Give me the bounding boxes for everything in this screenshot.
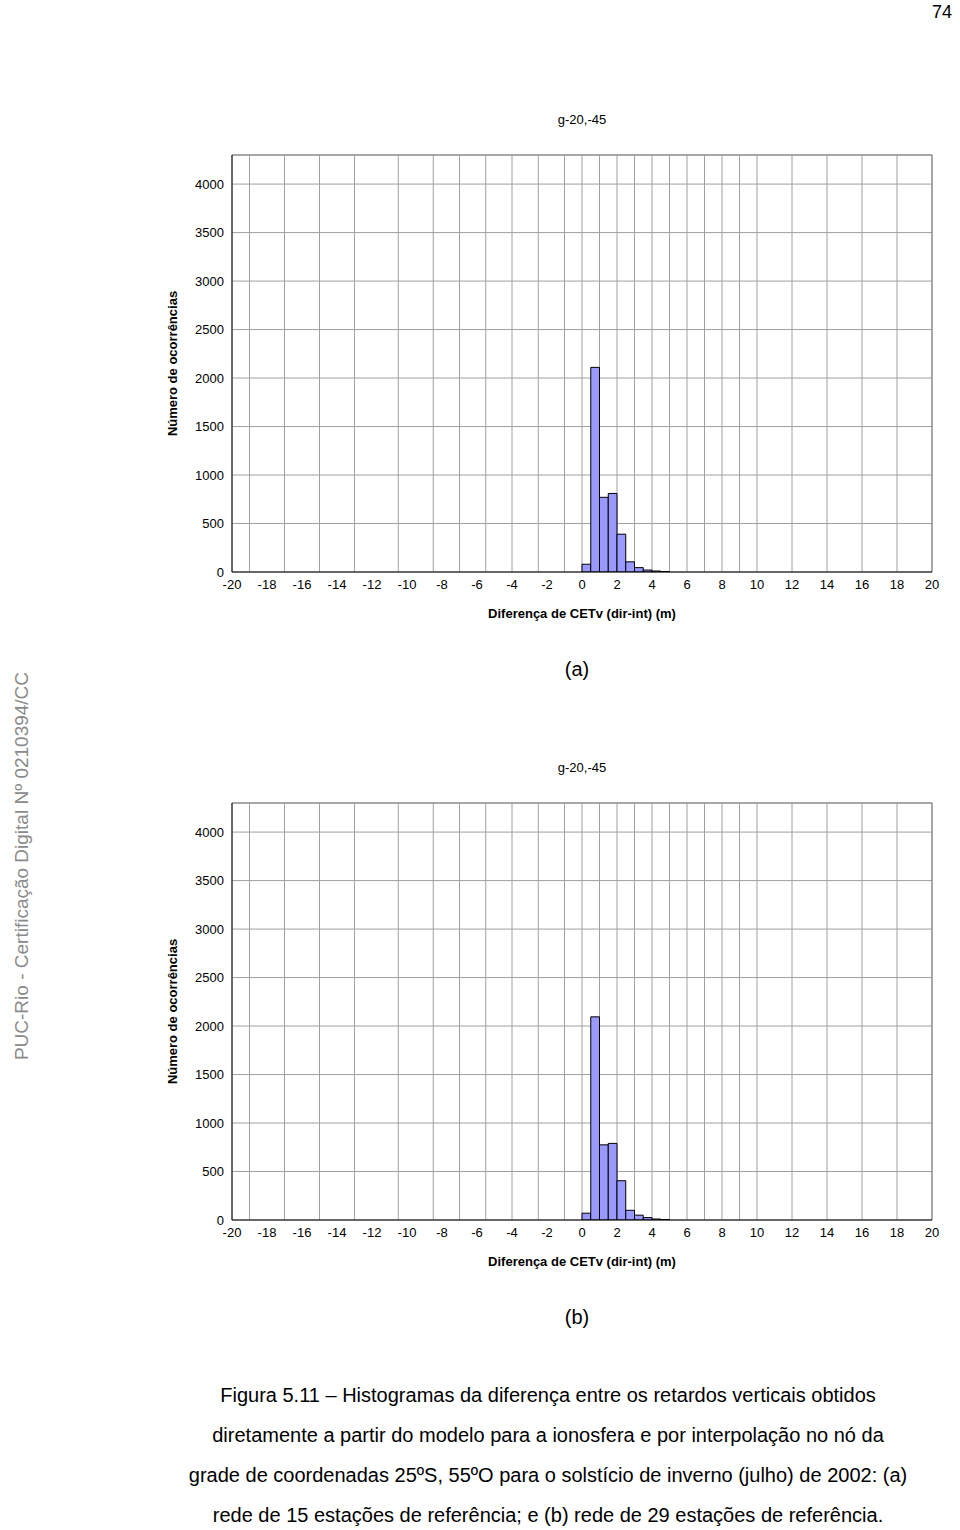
svg-text:6: 6 (683, 1225, 690, 1240)
svg-text:4000: 4000 (195, 177, 224, 192)
html-text:rede de 15 estações de referên: rede de 15 estações de referência; e (b)… (212, 1504, 884, 1526)
html-text:g-20,-45: g-20,-45 (557, 760, 607, 775)
svg-text:2500: 2500 (195, 970, 224, 985)
svg-text:4: 4 (648, 1225, 655, 1240)
svg-text:500: 500 (202, 516, 224, 531)
svg-text:0: 0 (217, 565, 224, 580)
svg-text:-20: -20 (223, 577, 242, 592)
svg-text:6: 6 (683, 577, 690, 592)
svg-text:1500: 1500 (195, 1067, 224, 1082)
svg-text:-14: -14 (328, 577, 347, 592)
svg-text:Diferença de CETv (dir-int) (m: Diferença de CETv (dir-int) (m) (488, 1254, 676, 1269)
html-text:g-20,-45: g-20,-45 (557, 112, 607, 127)
svg-text:-10: -10 (398, 577, 417, 592)
svg-text:-16: -16 (293, 577, 312, 592)
svg-text:-4: -4 (506, 1225, 518, 1240)
svg-text:-18: -18 (258, 1225, 277, 1240)
svg-text:0: 0 (578, 1225, 585, 1240)
svg-text:-6: -6 (471, 577, 483, 592)
svg-text:10: 10 (750, 577, 764, 592)
svg-text:16: 16 (855, 1225, 869, 1240)
svg-text:2000: 2000 (195, 371, 224, 386)
svg-text:8: 8 (718, 577, 725, 592)
svg-text:12: 12 (785, 577, 799, 592)
html-text:(a): (a) (564, 658, 590, 680)
svg-text:-16: -16 (293, 1225, 312, 1240)
svg-text:-2: -2 (541, 577, 553, 592)
svg-text:20: 20 (925, 1225, 939, 1240)
svg-text:4000: 4000 (195, 825, 224, 840)
html-text:Figura 5.11 – Histogramas da d: Figura 5.11 – Histogramas da diferença e… (220, 1384, 876, 1406)
svg-text:0: 0 (217, 1213, 224, 1228)
svg-text:14: 14 (820, 577, 834, 592)
svg-text:16: 16 (855, 577, 869, 592)
svg-text:-2: -2 (541, 1225, 553, 1240)
svg-text:3500: 3500 (195, 225, 224, 240)
svg-text:18: 18 (890, 577, 904, 592)
svg-text:3000: 3000 (195, 922, 224, 937)
svg-text:12: 12 (785, 1225, 799, 1240)
svg-text:Diferença de CETv (dir-int) (m: Diferença de CETv (dir-int) (m) (488, 606, 676, 621)
svg-text:3500: 3500 (195, 873, 224, 888)
svg-text:14: 14 (820, 1225, 834, 1240)
html-text:(b): (b) (564, 1306, 590, 1328)
svg-text:Número de ocorrências: Número de ocorrências (165, 939, 180, 1084)
svg-text:2000: 2000 (195, 1019, 224, 1034)
svg-text:500: 500 (202, 1164, 224, 1179)
svg-text:10: 10 (750, 1225, 764, 1240)
svg-text:-12: -12 (363, 577, 382, 592)
svg-text:-18: -18 (258, 577, 277, 592)
html-text:74: 74 (932, 2, 952, 22)
html-text:diretamente a partir do modelo: diretamente a partir do modelo para a io… (212, 1424, 884, 1446)
svg-text:-8: -8 (436, 1225, 448, 1240)
svg-text:3000: 3000 (195, 274, 224, 289)
svg-text:-20: -20 (223, 1225, 242, 1240)
svg-text:1500: 1500 (195, 419, 224, 434)
svg-text:-10: -10 (398, 1225, 417, 1240)
svg-text:2: 2 (613, 577, 620, 592)
svg-text:0: 0 (578, 577, 585, 592)
svg-text:20: 20 (925, 577, 939, 592)
svg-text:2500: 2500 (195, 322, 224, 337)
svg-text:-4: -4 (506, 577, 518, 592)
svg-text:1000: 1000 (195, 1116, 224, 1131)
svg-text:Número de ocorrências: Número de ocorrências (165, 291, 180, 436)
svg-text:8: 8 (718, 1225, 725, 1240)
html-text:grade de coordenadas 25ºS, 55º: grade de coordenadas 25ºS, 55ºO para o s… (188, 1464, 908, 1486)
svg-text:-14: -14 (328, 1225, 347, 1240)
svg-text:1000: 1000 (195, 468, 224, 483)
html-text:PUC-Rio - Certificação Digital: PUC-Rio - Certificação Digital Nº 021039… (11, 671, 32, 1061)
svg-text:4: 4 (648, 577, 655, 592)
svg-text:-12: -12 (363, 1225, 382, 1240)
svg-text:2: 2 (613, 1225, 620, 1240)
svg-text:-8: -8 (436, 577, 448, 592)
svg-text:18: 18 (890, 1225, 904, 1240)
svg-text:-6: -6 (471, 1225, 483, 1240)
